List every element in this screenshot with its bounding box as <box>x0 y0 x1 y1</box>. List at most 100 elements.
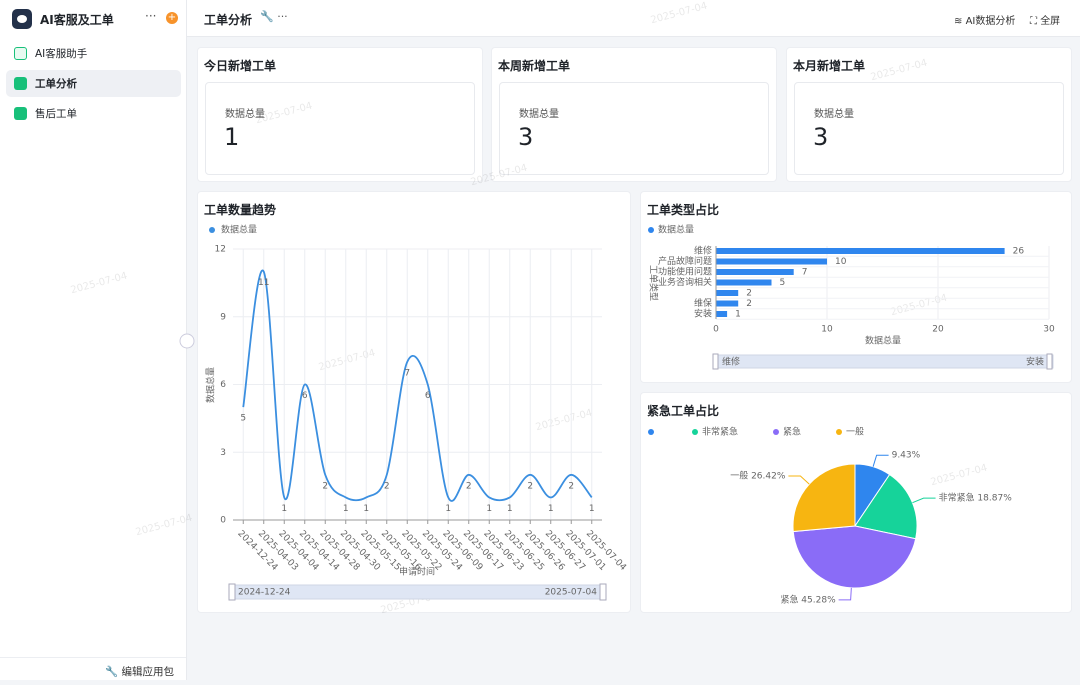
x-tick-label: 0 <box>713 325 719 335</box>
data-label: 1 <box>343 504 349 514</box>
header-tools[interactable]: 🔧 ··· <box>260 10 288 23</box>
data-label: 2 <box>568 481 574 491</box>
card-title: 今日新增工单 <box>204 59 277 73</box>
slider-label: 维修 <box>722 356 740 368</box>
y-tick-label: 安装 <box>694 308 712 320</box>
more-button[interactable]: ··· <box>145 9 157 23</box>
brand: AI客服及工单 <box>12 9 114 29</box>
data-label: 1 <box>486 504 492 514</box>
data-label: 一般 26.42% <box>730 470 786 482</box>
data-label: 7 <box>404 368 410 378</box>
leader-line <box>912 497 936 504</box>
pie-slice <box>792 525 917 589</box>
action-label: AI数据分析 <box>965 16 1016 27</box>
x-tick-label: 20 <box>932 325 944 335</box>
data-label: 非常紧急 18.87% <box>939 492 1013 504</box>
line <box>242 269 593 502</box>
action-label: 全屏 <box>1040 16 1061 27</box>
page-title: 工单分析 <box>204 13 253 27</box>
bar <box>716 269 794 275</box>
data-label: 1 <box>735 310 741 320</box>
bar <box>716 311 728 317</box>
legend-label: 非常紧急 <box>702 426 738 438</box>
bar <box>716 248 1005 254</box>
legend-label: 数据总量 <box>658 224 694 236</box>
chart-title: 工单类型占比 <box>647 203 720 217</box>
nav-label: 工单分析 <box>35 78 77 90</box>
edit-package[interactable]: 🔧 编辑应用包 <box>0 657 186 685</box>
stat-value: 1 <box>224 123 240 151</box>
fullscreen-button[interactable]: ⛶ 全屏 <box>1030 16 1061 27</box>
legend-marker <box>692 429 698 435</box>
nav-item[interactable]: AI客服助手 <box>6 40 181 67</box>
bar <box>716 290 739 296</box>
legend-label: 一般 <box>846 426 864 438</box>
legend-label: 紧急 <box>783 426 801 438</box>
chart-panel: 工单类型占比 <box>640 191 1072 383</box>
header: 工单分析 🔧 ··· ≋ AI数据分析 ⛶ 全屏 <box>187 0 1080 37</box>
range-slider <box>712 354 1054 369</box>
y-axis-label: 工单类型 <box>648 265 660 301</box>
data-label: 1 <box>363 504 369 514</box>
pie-slice <box>854 473 918 540</box>
data-label: 2 <box>746 299 752 309</box>
y-tick-label: 12 <box>215 245 226 255</box>
stat-value: 3 <box>813 123 829 151</box>
y-axis-label: 数据总量 <box>205 367 217 403</box>
y-tick-label: 业务咨询相关 <box>658 276 712 288</box>
data-label: 5 <box>240 414 246 424</box>
stat-card: 本月新增工单 数据总量 3 <box>786 47 1072 182</box>
x-tick-label: 30 <box>1043 325 1055 335</box>
add-button[interactable]: + <box>166 12 178 24</box>
data-label: 7 <box>802 268 808 278</box>
y-tick-label: 3 <box>220 448 226 458</box>
slider-label: 2025-07-04 <box>545 588 598 598</box>
data-label: 2 <box>466 481 472 491</box>
stat-label: 数据总量 <box>519 109 559 120</box>
stat-card: 今日新增工单 数据总量 1 <box>197 47 483 182</box>
chart-title: 工单数量趋势 <box>204 203 277 217</box>
data-label: 5 <box>780 278 786 288</box>
y-tick-label: 产品故障问题 <box>658 255 712 267</box>
data-label: 2 <box>746 289 752 299</box>
sidebar: AI客服及工单 ··· + AI客服助手 工单分析 售后工单 🔧 编辑应用包 <box>0 0 187 680</box>
slider-handle <box>599 583 607 601</box>
app-title: AI客服及工单 <box>40 12 114 27</box>
data-label: 1 <box>589 504 595 514</box>
collapse-button[interactable] <box>179 333 195 349</box>
ai-analysis-button[interactable]: ≋ AI数据分析 <box>954 16 1016 27</box>
leader-line <box>872 454 889 467</box>
chart-title: 紧急工单占比 <box>647 404 720 418</box>
data-label: 6 <box>425 391 431 401</box>
data-label: 1 <box>281 504 287 514</box>
legend-marker <box>648 227 654 233</box>
nav-label: AI客服助手 <box>35 48 88 60</box>
nav-item[interactable]: 售后工单 <box>6 100 181 127</box>
slider-handle <box>228 583 236 601</box>
leader-line <box>788 475 810 485</box>
card-title: 本周新增工单 <box>498 59 571 73</box>
data-label: 26 <box>1013 247 1025 257</box>
data-label: 1 <box>507 504 513 514</box>
card-title: 本月新增工单 <box>793 59 866 73</box>
slider-label: 安装 <box>1026 356 1044 368</box>
slider-handle <box>712 353 719 370</box>
y-tick-label: 维修 <box>694 245 712 257</box>
data-label: 11 <box>258 278 269 288</box>
bar <box>716 258 827 265</box>
nav-item[interactable]: 工单分析 <box>6 70 181 97</box>
y-tick-label: 9 <box>220 312 226 322</box>
data-label: 10 <box>835 257 847 267</box>
x-axis-label: 数据总量 <box>865 335 901 347</box>
data-label: 1 <box>548 504 554 514</box>
leader-line <box>838 587 852 601</box>
chart-panel: 工单数量趋势 <box>197 191 631 613</box>
data-label: 紧急 45.28% <box>780 593 836 605</box>
stat-value: 3 <box>518 123 534 151</box>
legend-label: 数据总量 <box>221 224 257 236</box>
stat-label: 数据总量 <box>814 109 854 120</box>
legend-marker <box>648 429 654 435</box>
stat-card: 本周新增工单 数据总量 3 <box>491 47 777 182</box>
